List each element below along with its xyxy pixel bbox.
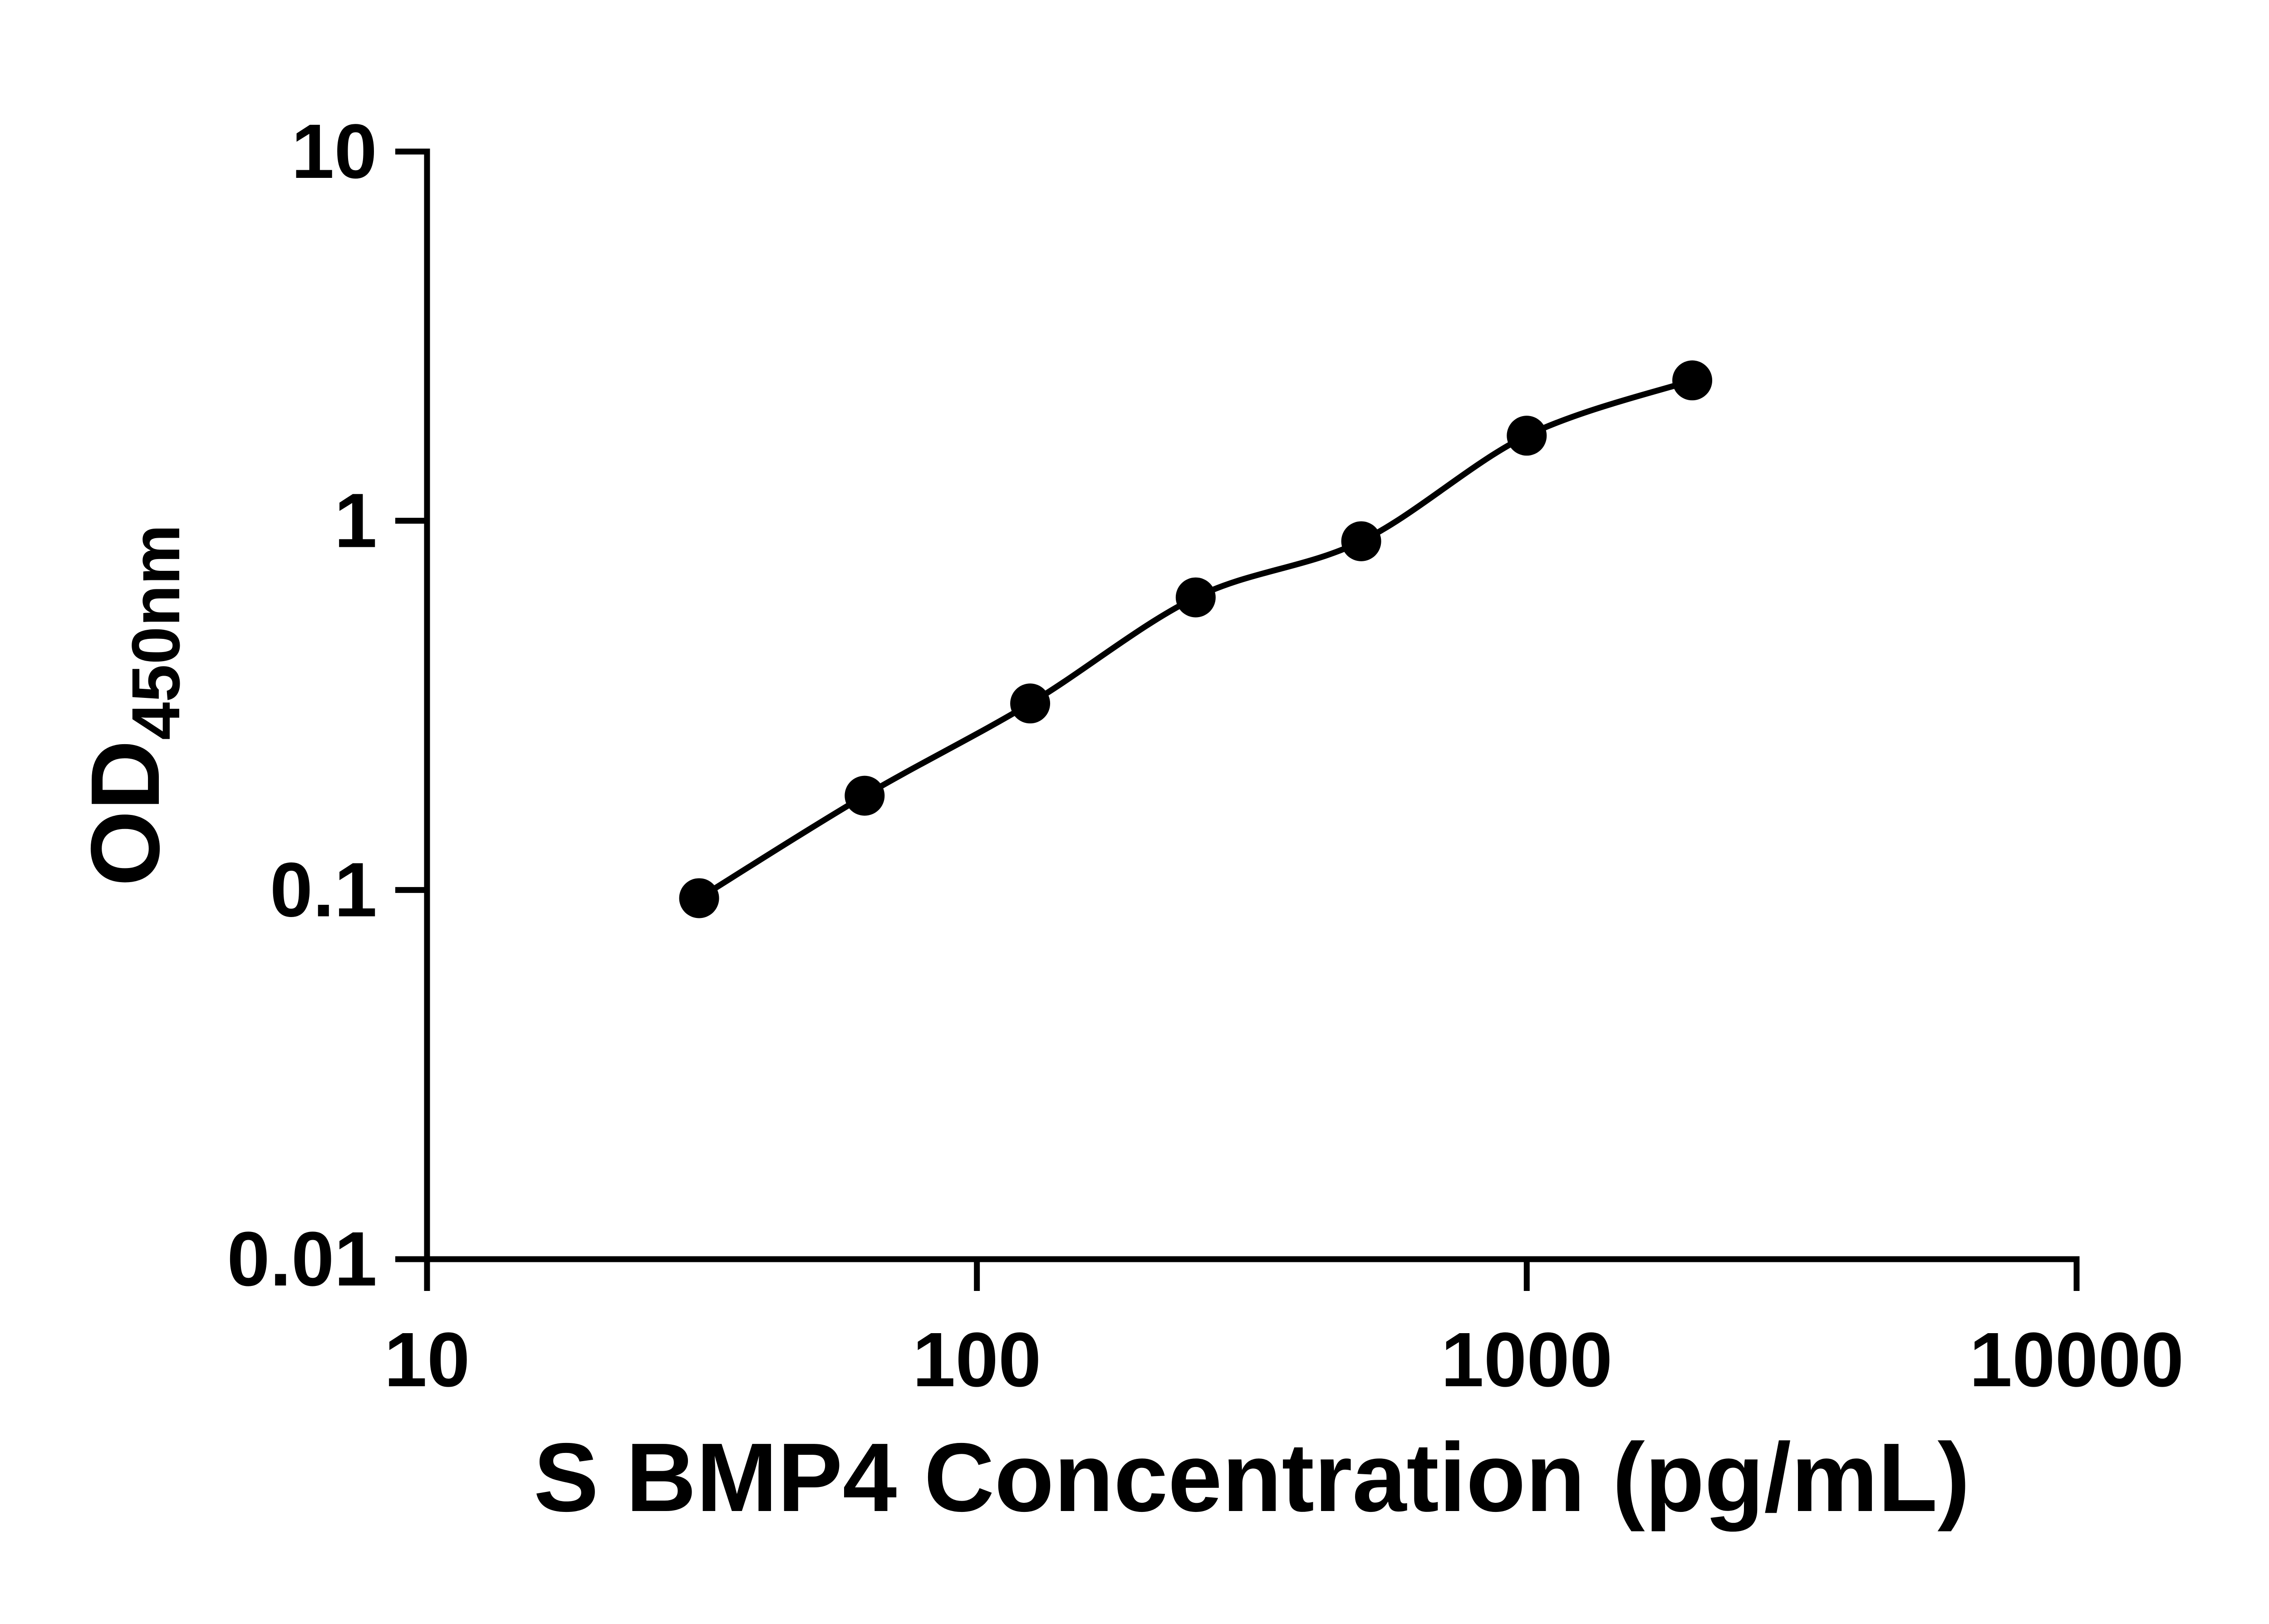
data-point [679,878,719,918]
data-point [1010,683,1051,724]
x-tick-label: 10 [384,1317,470,1403]
y-tick-label: 0.01 [227,1216,377,1302]
x-tick-label: 10000 [1969,1317,2184,1403]
x-tick-label: 100 [913,1317,1041,1403]
y-axis-title: OD450nm [70,525,194,887]
y-tick-label: 10 [291,108,377,195]
data-point [1175,577,1216,618]
data-point [845,775,885,816]
x-tick-label: 1000 [1441,1317,1612,1403]
data-point [1507,416,1547,456]
data-point [1341,521,1381,561]
x-axis-title: S BMP4 Concentration (pg/mL) [534,1423,1970,1532]
y-tick-label: 1 [334,478,377,564]
data-point [1672,360,1713,401]
fit-curve [697,378,1694,901]
y-tick-label: 0.1 [270,847,377,933]
